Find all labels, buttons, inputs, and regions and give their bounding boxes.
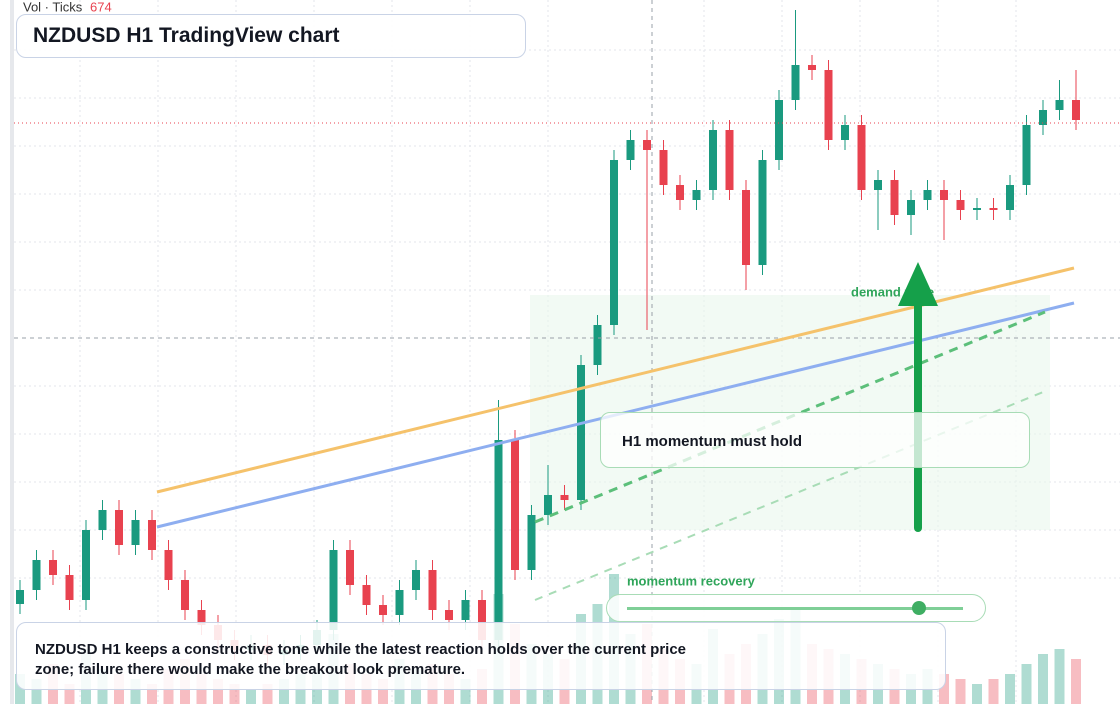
volume-bar bbox=[1071, 659, 1081, 704]
volume-bar bbox=[64, 684, 75, 704]
volume-bar bbox=[279, 679, 289, 704]
candle-body bbox=[1055, 100, 1064, 110]
candle-body bbox=[329, 550, 338, 630]
candle-body bbox=[65, 575, 74, 600]
candle-body bbox=[1006, 185, 1014, 210]
slider-track bbox=[627, 607, 963, 610]
candle-body bbox=[428, 570, 437, 610]
candle-body bbox=[973, 208, 981, 210]
volume-bar bbox=[972, 684, 982, 704]
candle-body bbox=[164, 550, 173, 580]
candle-body bbox=[890, 180, 899, 215]
candle-body bbox=[32, 560, 41, 590]
candle-body bbox=[791, 65, 800, 100]
candle-body bbox=[725, 130, 734, 190]
candle-body bbox=[643, 140, 651, 150]
candle-body bbox=[494, 440, 503, 640]
slider-label: momentum recovery bbox=[627, 573, 756, 588]
volume-label: Vol · Ticks bbox=[23, 0, 83, 14]
candle-body bbox=[808, 65, 816, 70]
callout-box: H1 momentum must hold bbox=[600, 412, 1030, 468]
volume-bar bbox=[1054, 649, 1065, 704]
candle-body bbox=[560, 495, 569, 500]
volume-bar bbox=[147, 684, 157, 704]
candle-body bbox=[857, 125, 866, 190]
volume-bar bbox=[378, 679, 388, 704]
candle-body bbox=[148, 520, 156, 550]
channel-line bbox=[534, 389, 1049, 601]
callout: H1 momentum must hold bbox=[622, 433, 803, 450]
candle-body bbox=[346, 550, 354, 585]
candle-body bbox=[461, 600, 470, 620]
candle-body bbox=[824, 70, 833, 140]
volume-bar bbox=[31, 679, 42, 704]
candle-body bbox=[593, 325, 602, 365]
volume-bar bbox=[262, 684, 273, 704]
title-box: NZDUSD H1 TradingView chart bbox=[16, 14, 526, 58]
candle-body bbox=[659, 150, 668, 185]
candle-body bbox=[874, 180, 882, 190]
candle-body bbox=[49, 560, 57, 575]
volume-bar bbox=[1038, 654, 1048, 704]
candle-body bbox=[131, 520, 140, 545]
candle-body bbox=[841, 125, 849, 140]
candle-body bbox=[181, 580, 189, 610]
volume-bar bbox=[460, 679, 471, 704]
title: NZDUSD H1 TradingView chart bbox=[33, 24, 340, 47]
left-edge bbox=[10, 0, 14, 704]
candle-body bbox=[478, 600, 486, 640]
candle-body bbox=[197, 610, 206, 625]
candle-body bbox=[758, 160, 767, 265]
volume-bar bbox=[213, 679, 223, 704]
arrow-head bbox=[898, 262, 938, 306]
candle-body bbox=[577, 365, 585, 500]
note: NZDUSD H1 keeps a constructive tone whil… bbox=[35, 641, 687, 678]
candle-body bbox=[379, 605, 387, 615]
candle-body bbox=[676, 185, 684, 200]
volume-bar bbox=[939, 674, 949, 704]
slider[interactable] bbox=[606, 594, 986, 622]
volume-bar bbox=[229, 684, 240, 704]
candle-body bbox=[445, 610, 453, 620]
candle-body bbox=[1039, 110, 1047, 125]
candle-body bbox=[412, 570, 420, 590]
candle-body bbox=[1072, 100, 1080, 120]
note-box: NZDUSD H1 keeps a constructive tone whil… bbox=[16, 622, 946, 690]
volume-bar bbox=[130, 679, 141, 704]
candle-body bbox=[907, 200, 915, 215]
candle-body bbox=[115, 510, 123, 545]
candle-body bbox=[98, 510, 107, 530]
candle-body bbox=[16, 590, 24, 604]
volume-bar bbox=[246, 689, 256, 704]
candle-body bbox=[362, 585, 371, 605]
candle-body bbox=[395, 590, 404, 615]
candle-body bbox=[82, 530, 90, 600]
candle-body bbox=[742, 190, 750, 265]
candle-body bbox=[544, 495, 552, 515]
candle-body bbox=[956, 200, 965, 210]
volume-bar bbox=[1021, 664, 1032, 704]
volume-bar bbox=[15, 674, 25, 704]
slider-knob[interactable] bbox=[912, 601, 926, 615]
candle-body bbox=[1022, 125, 1031, 185]
candle-body bbox=[940, 190, 948, 200]
volume-bar bbox=[1005, 674, 1015, 704]
volume-value: 674 bbox=[90, 0, 112, 14]
volume-bar bbox=[955, 679, 966, 704]
candle-body bbox=[511, 440, 519, 570]
candle-body bbox=[692, 190, 701, 200]
candle-body bbox=[626, 140, 635, 160]
candle-body bbox=[923, 190, 932, 200]
candle-body bbox=[610, 160, 618, 325]
candle-body bbox=[775, 100, 783, 160]
candle-body bbox=[989, 208, 998, 210]
candle-body bbox=[527, 515, 536, 570]
volume-bar bbox=[988, 679, 999, 704]
candle-body bbox=[709, 130, 717, 190]
